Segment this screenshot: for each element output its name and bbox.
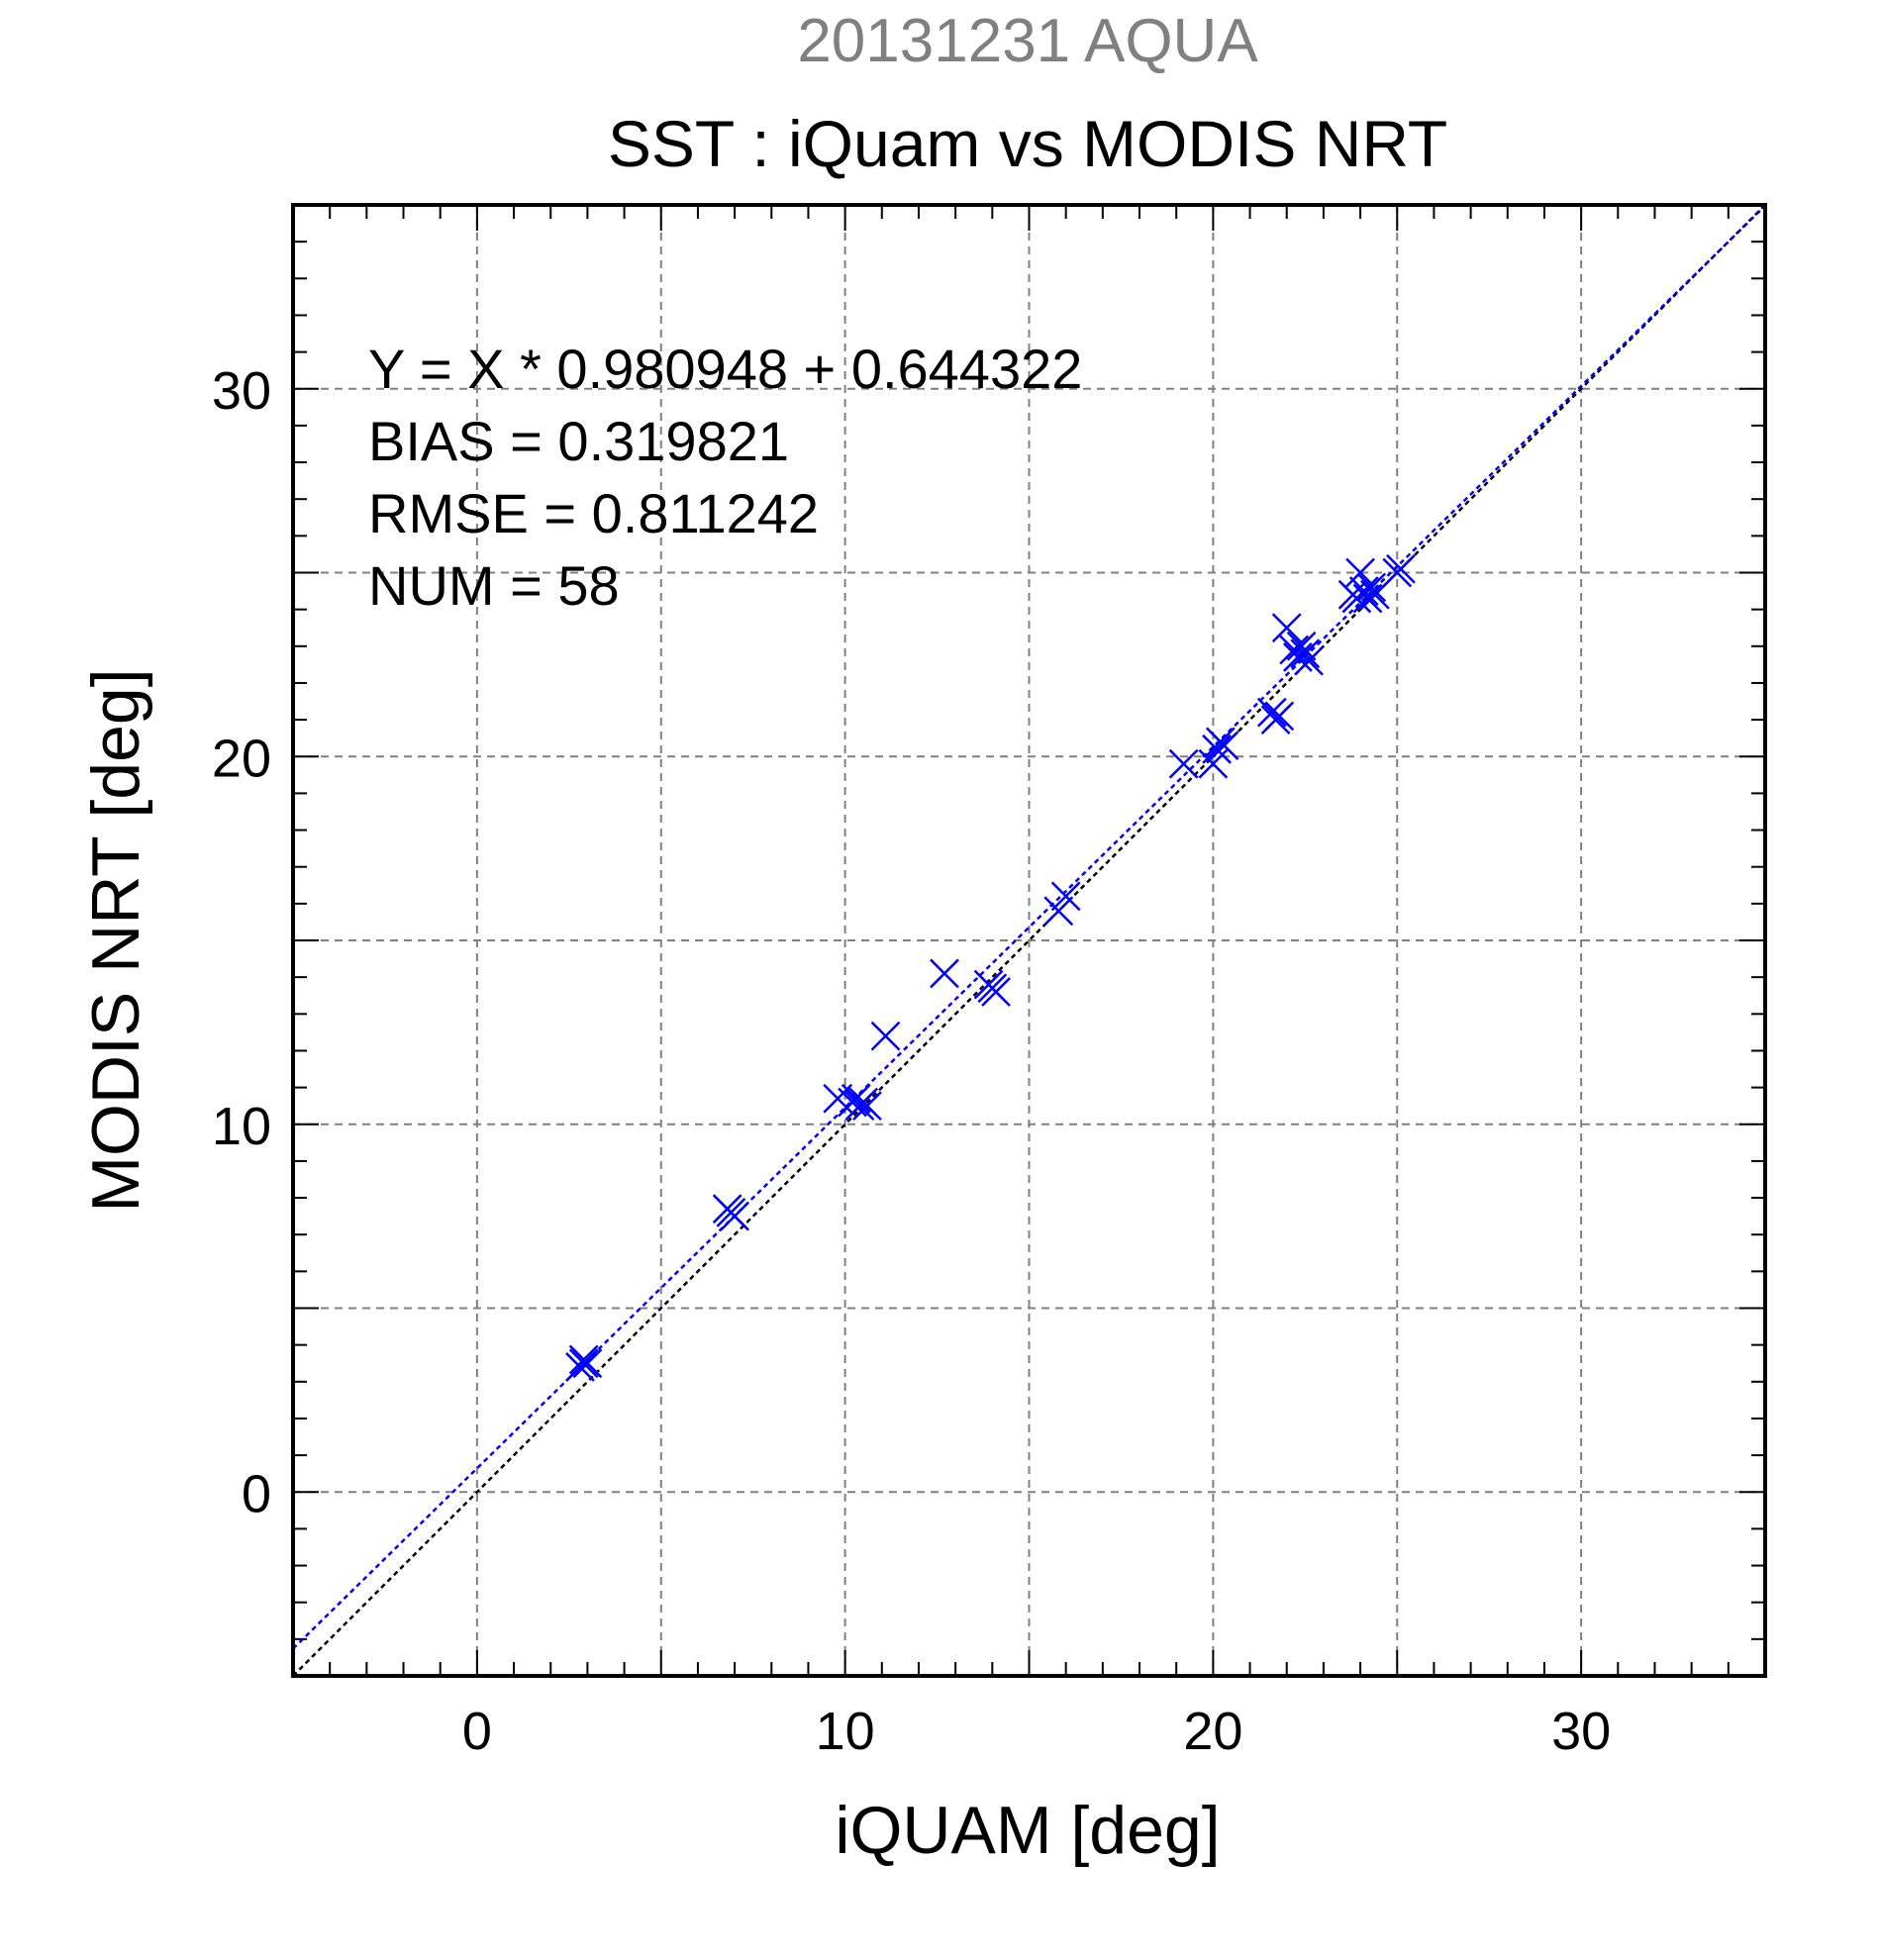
data-point xyxy=(1294,645,1324,676)
chart-title: 20131231 AQUA xyxy=(797,7,1258,75)
data-point xyxy=(1282,642,1313,672)
chart-subtitle: SST : iQuam vs MODIS NRT xyxy=(608,107,1447,180)
y-tick-label: 0 xyxy=(242,1464,271,1523)
y-tick-label: 20 xyxy=(212,729,271,788)
data-point xyxy=(1043,896,1074,927)
data-point-stroke xyxy=(1271,613,1302,643)
data-point-stroke xyxy=(841,1083,871,1114)
y-tick-label: 10 xyxy=(212,1097,271,1156)
data-point-stroke xyxy=(1050,881,1081,912)
data-point-stroke xyxy=(977,973,1008,1004)
data-point-stroke xyxy=(1290,638,1321,669)
rmse-value: RMSE = 0.811242 xyxy=(368,482,819,544)
x-tick-label: 20 xyxy=(1183,1702,1242,1761)
data-points xyxy=(565,553,1416,1382)
stats-annotation: Y = X * 0.980948 + 0.644322 BIAS = 0.319… xyxy=(368,338,1082,617)
data-point-stroke xyxy=(1348,576,1379,606)
data-point xyxy=(1279,635,1310,665)
data-point xyxy=(1386,553,1416,584)
data-point xyxy=(870,1021,901,1051)
data-point-stroke xyxy=(1286,631,1317,661)
data-point-stroke xyxy=(870,1021,901,1051)
x-tick-label: 0 xyxy=(462,1702,492,1761)
data-point xyxy=(852,1091,882,1122)
minor-ticks xyxy=(293,205,1765,1676)
data-point xyxy=(1345,557,1375,588)
data-point-stroke xyxy=(930,958,959,989)
data-point-stroke xyxy=(572,1348,603,1379)
data-point-stroke xyxy=(1294,645,1324,676)
fit-equation: Y = X * 0.980948 + 0.644322 xyxy=(368,338,1082,400)
data-point-stroke xyxy=(1256,697,1287,728)
data-point xyxy=(1256,697,1287,728)
data-point xyxy=(1348,576,1379,606)
plot-frame xyxy=(291,203,1767,1678)
y-tick-label: 30 xyxy=(212,361,271,421)
data-point xyxy=(1209,731,1239,760)
data-point xyxy=(712,1194,742,1225)
x-tick-label: 30 xyxy=(1551,1702,1611,1761)
data-point-stroke xyxy=(1356,572,1387,603)
bias-value: BIAS = 0.319821 xyxy=(368,410,789,472)
data-point xyxy=(977,973,1008,1004)
data-point-stroke xyxy=(1386,553,1416,584)
x-tick-label: 10 xyxy=(816,1702,875,1761)
data-point-stroke xyxy=(1043,896,1074,927)
data-point xyxy=(930,958,959,989)
data-point-stroke xyxy=(1352,583,1383,614)
data-point xyxy=(568,1348,599,1379)
data-point-stroke xyxy=(1279,635,1310,665)
x-axis-label: iQUAM [deg] xyxy=(835,1793,1220,1868)
data-point-stroke xyxy=(852,1091,882,1122)
data-point-stroke xyxy=(568,1348,599,1379)
data-point xyxy=(1202,734,1232,764)
y-tick-labels: 0 10 20 30 xyxy=(212,361,271,1524)
grid xyxy=(293,205,1765,1676)
data-point-stroke xyxy=(1209,731,1239,760)
data-point xyxy=(572,1348,603,1379)
data-point xyxy=(1352,583,1383,614)
data-point-stroke xyxy=(1264,701,1295,732)
data-point xyxy=(1290,638,1321,669)
data-point xyxy=(1264,701,1295,732)
data-point xyxy=(1050,881,1081,912)
y-axis-label: MODIS NRT [deg] xyxy=(78,668,153,1212)
data-point xyxy=(1356,572,1387,603)
data-point-stroke xyxy=(1168,748,1199,779)
data-point xyxy=(1286,631,1317,661)
data-point xyxy=(1168,748,1199,779)
x-tick-labels: 0 10 20 30 xyxy=(462,1702,1611,1761)
data-point-stroke xyxy=(1202,734,1232,764)
data-point xyxy=(1271,613,1302,643)
data-point-stroke xyxy=(712,1194,742,1225)
data-point-stroke xyxy=(1282,642,1313,672)
num-value: NUM = 58 xyxy=(368,554,620,617)
data-point-stroke xyxy=(1345,557,1375,588)
